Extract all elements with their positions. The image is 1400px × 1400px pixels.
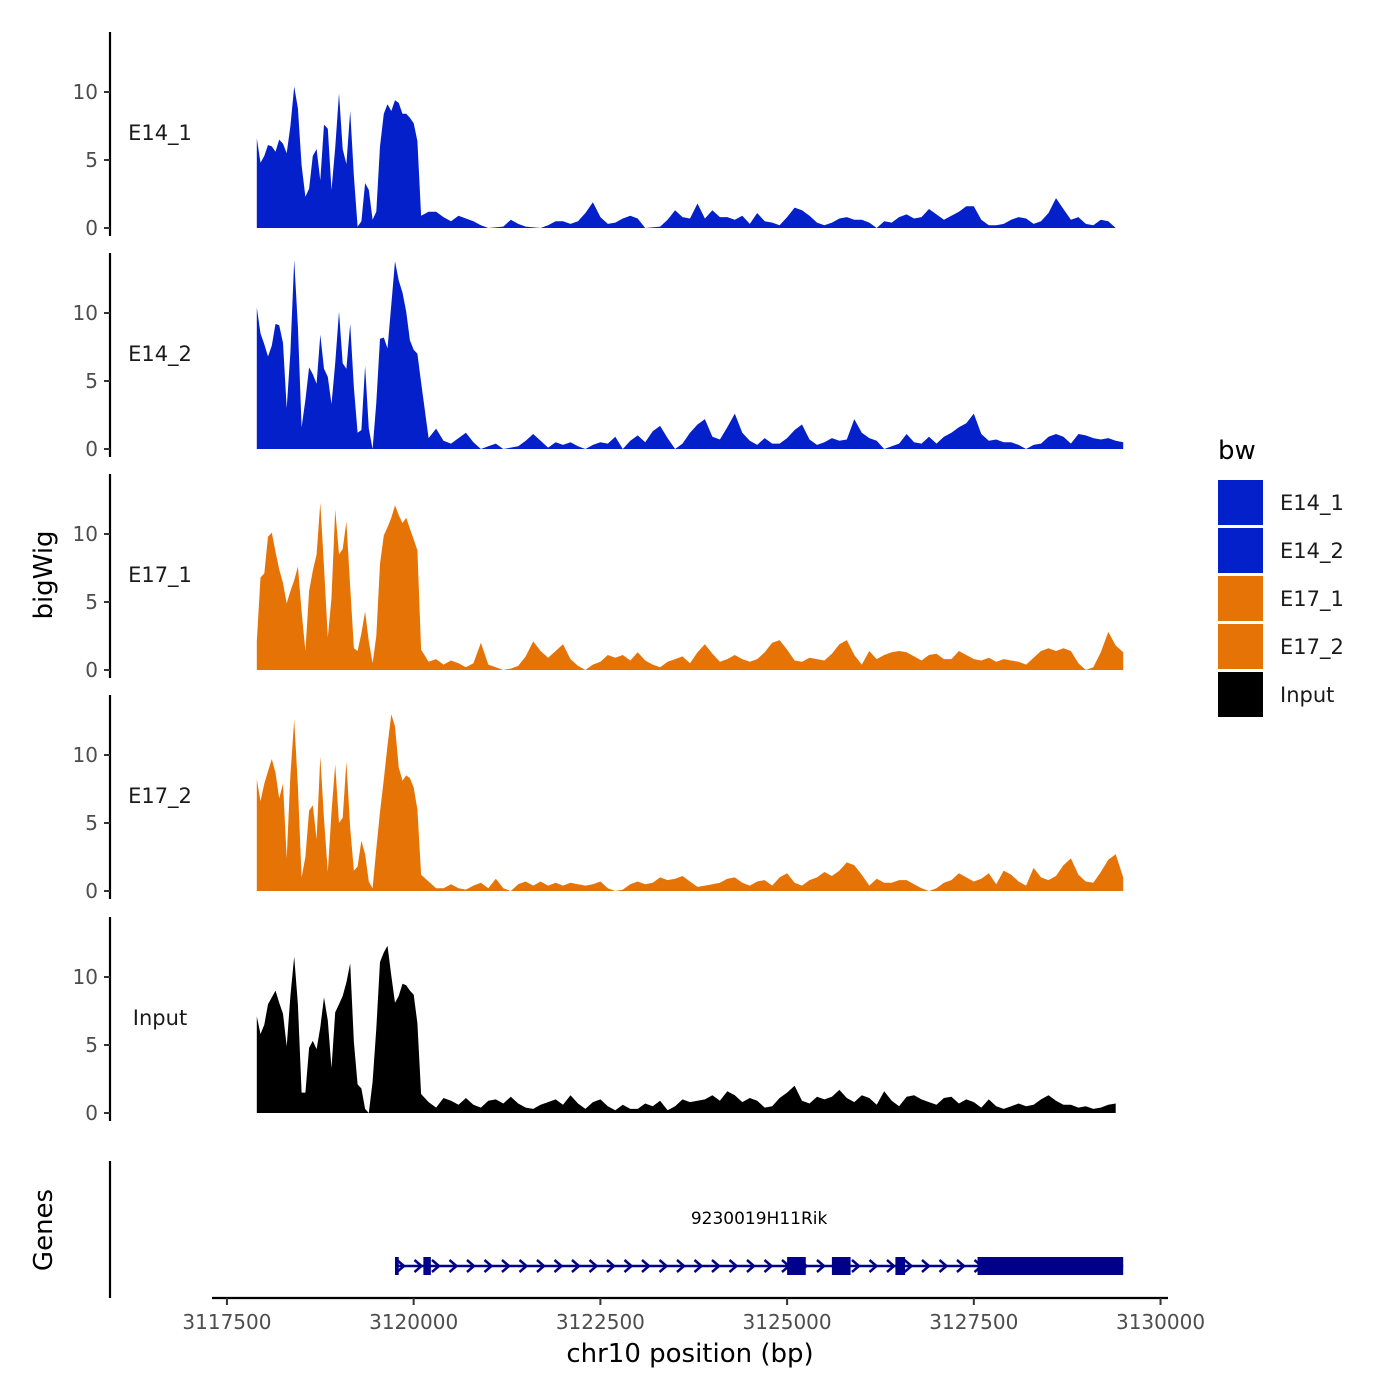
y-tick-label-E17_1-10: 10 xyxy=(73,522,98,546)
y-tick-label-Input-0: 0 xyxy=(85,1101,98,1125)
y-tick-label-E17_2-10: 10 xyxy=(73,743,98,767)
strand-arrow xyxy=(903,1259,914,1273)
gene-track: 9230019H11Rik xyxy=(108,1161,1124,1298)
x-tick-label-3120000: 3120000 xyxy=(369,1310,458,1334)
strand-arrow xyxy=(518,1259,529,1273)
y-tick-label-E14_2-5: 5 xyxy=(85,369,98,393)
strand-arrow xyxy=(606,1259,616,1273)
track-Input: 0 5 10 Input xyxy=(73,917,1116,1125)
area-E17_2 xyxy=(256,714,1124,891)
track-label-E14_2: E14_2 xyxy=(128,342,192,367)
strand-arrow xyxy=(553,1259,564,1273)
legend-label-E17_2: E17_2 xyxy=(1280,635,1344,660)
x-axis: 3117500 3120000 3122500 3125000 3127500 31300… xyxy=(182,1296,1205,1334)
y-tick-label-E17_1-0: 0 xyxy=(85,658,98,682)
strand-arrow xyxy=(413,1259,424,1273)
y-tick-label-E14_2-10: 10 xyxy=(73,301,98,325)
strand-arrow xyxy=(396,1259,406,1273)
area-E14_2 xyxy=(256,260,1124,449)
strand-arrow xyxy=(816,1259,826,1273)
track-E17_2: 0 5 10 E17_2 xyxy=(73,695,1124,903)
y-tick-label-E14_1-0: 0 xyxy=(85,216,98,240)
legend-item-E17_2: E17_2 xyxy=(1218,624,1344,669)
strand-arrow xyxy=(431,1259,441,1273)
strand-arrow xyxy=(536,1259,546,1273)
legend-swatch-Input xyxy=(1218,672,1263,717)
gene-exon-3 xyxy=(787,1257,806,1275)
legend-items: E14_1 E14_2 E17_1 E17_2 Input xyxy=(1218,480,1344,717)
strand-arrow xyxy=(921,1259,931,1273)
y-tick-label-E14_2-0: 0 xyxy=(85,437,98,461)
strand-arrow xyxy=(448,1259,459,1273)
legend: bw E14_1 E14_2 E17_1 E17_2 Input xyxy=(1218,436,1344,717)
genes-axis-title: Genes xyxy=(29,1189,59,1271)
strand-arrow xyxy=(711,1259,721,1273)
track-label-E17_1: E17_1 xyxy=(128,563,192,588)
legend-label-E14_1: E14_1 xyxy=(1280,491,1344,516)
gene-name-label: 9230019H11Rik xyxy=(691,1209,828,1229)
strand-arrow xyxy=(763,1259,774,1273)
legend-item-E14_2: E14_2 xyxy=(1218,528,1344,573)
strand-arrow xyxy=(956,1259,966,1273)
x-tick-label-3125000: 3125000 xyxy=(743,1310,832,1334)
strand-arrow xyxy=(868,1259,879,1273)
strand-arrow xyxy=(641,1259,651,1273)
gene-exon-2 xyxy=(423,1257,431,1275)
legend-swatch-E14_2 xyxy=(1218,528,1263,573)
y-tick-label-E17_1-5: 5 xyxy=(85,590,98,614)
y-tick-label-E17_2-0: 0 xyxy=(85,879,98,903)
area-E17_1 xyxy=(256,502,1124,670)
area-E14_1 xyxy=(256,86,1116,228)
strand-arrow xyxy=(746,1259,756,1273)
strand-arrow xyxy=(623,1259,634,1273)
x-tick-label-3117500: 3117500 xyxy=(182,1310,271,1334)
y-tick-label-Input-5: 5 xyxy=(85,1033,98,1057)
legend-swatch-E17_1 xyxy=(1218,576,1263,621)
track-label-E17_2: E17_2 xyxy=(128,784,192,809)
strand-arrow xyxy=(466,1259,476,1273)
track-E14_1: 0 5 10 E14_1 xyxy=(73,32,1116,240)
legend-label-E17_1: E17_1 xyxy=(1280,587,1344,612)
strand-arrow xyxy=(886,1259,896,1273)
legend-item-E14_1: E14_1 xyxy=(1218,480,1344,525)
strand-arrow xyxy=(938,1259,949,1273)
x-tick-label-3122500: 3122500 xyxy=(556,1310,645,1334)
strand-arrow xyxy=(571,1259,581,1273)
track-E14_2: 0 5 10 E14_2 xyxy=(73,253,1124,461)
strand-arrow xyxy=(693,1259,704,1273)
tracks-layer: 0 5 10 E14_1 0 5 10 E14_2 0 5 10 E17_1 0 5 10 E17_2 0 5 10… xyxy=(73,32,1124,1125)
strand-arrow xyxy=(728,1259,739,1273)
x-tick-label-3130000: 3130000 xyxy=(1116,1310,1205,1334)
gene-exon-4 xyxy=(831,1257,851,1275)
strand-arrow xyxy=(676,1259,686,1273)
track-E17_1: 0 5 10 E17_1 xyxy=(73,474,1124,682)
strand-arrow xyxy=(658,1259,669,1273)
strand-arrow xyxy=(851,1259,861,1273)
track-label-E14_1: E14_1 xyxy=(128,121,192,146)
legend-label-E14_2: E14_2 xyxy=(1280,539,1344,564)
gene-exon-6 xyxy=(977,1257,1124,1275)
y-tick-label-E14_1-5: 5 xyxy=(85,148,98,172)
y-tick-label-E17_2-5: 5 xyxy=(85,811,98,835)
legend-swatch-E17_2 xyxy=(1218,624,1263,669)
gene-exon-1 xyxy=(394,1257,399,1275)
track-label-Input: Input xyxy=(133,1006,187,1030)
strand-arrow xyxy=(483,1259,494,1273)
y-axis-title: bigWig xyxy=(29,530,59,619)
legend-item-E17_1: E17_1 xyxy=(1218,576,1344,621)
legend-label-Input: Input xyxy=(1280,683,1334,707)
strand-arrow xyxy=(588,1259,599,1273)
legend-swatch-E14_1 xyxy=(1218,480,1263,525)
legend-title: bw xyxy=(1218,436,1256,466)
strand-arrow xyxy=(501,1259,511,1273)
x-tick-label-3127500: 3127500 xyxy=(929,1310,1018,1334)
x-axis-title: chr10 position (bp) xyxy=(566,1339,813,1369)
y-tick-label-E14_1-10: 10 xyxy=(73,80,98,104)
area-Input xyxy=(256,945,1116,1113)
gene-exon-5 xyxy=(895,1257,906,1275)
y-tick-label-Input-10: 10 xyxy=(73,965,98,989)
legend-item-Input: Input xyxy=(1218,672,1334,717)
